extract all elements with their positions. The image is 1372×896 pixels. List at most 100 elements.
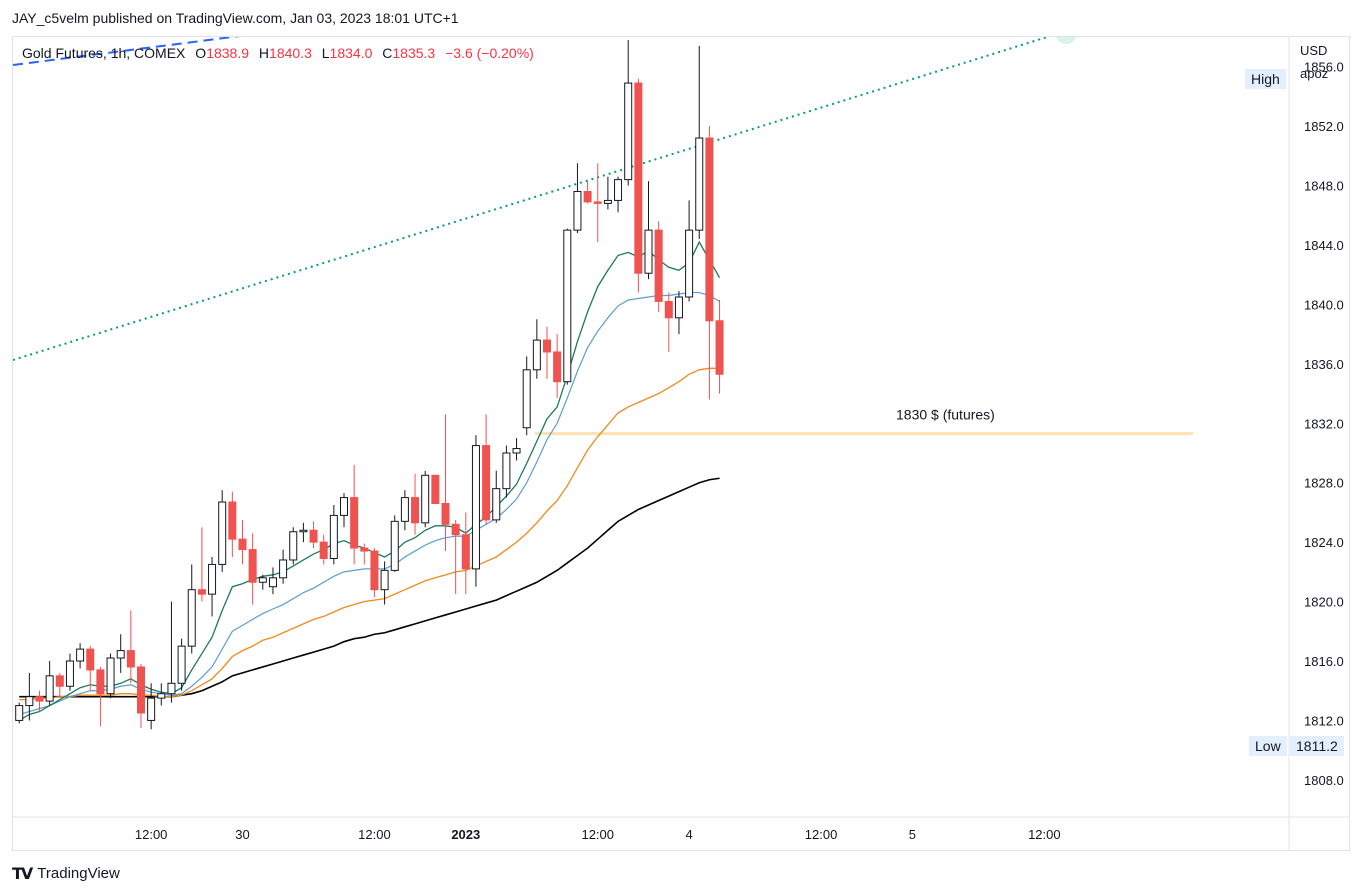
candle-body	[644, 229, 653, 274]
candle-body	[603, 199, 612, 204]
candle	[543, 326, 551, 379]
candle-body	[289, 531, 298, 561]
x-tick-label: 12:00	[581, 827, 614, 842]
currency-label[interactable]: USD	[1300, 43, 1328, 58]
low-label: L	[321, 45, 330, 61]
close-value: 1835.3	[392, 45, 436, 61]
candle	[157, 683, 166, 706]
candle	[634, 78, 643, 293]
candle-body	[411, 497, 420, 524]
candle	[177, 638, 186, 691]
change-value: −3.6 (−0.20%)	[445, 45, 534, 61]
candle	[268, 567, 277, 595]
candle-body	[147, 697, 156, 721]
chart-frame[interactable]	[12, 36, 1350, 851]
candle	[380, 561, 389, 605]
open-value: 1838.9	[206, 45, 250, 61]
y-tick-label: 1816.0	[1304, 654, 1344, 669]
y-tick-label: 1828.0	[1304, 476, 1344, 491]
candle-body	[76, 648, 85, 662]
candle	[624, 39, 633, 186]
candle-body	[177, 645, 186, 684]
low-value: 1834.0	[329, 45, 373, 61]
candle	[583, 181, 592, 204]
high-value: 1840.3	[269, 45, 312, 61]
candle	[350, 464, 359, 565]
candle	[360, 543, 369, 565]
candle	[340, 493, 348, 528]
ma-mid-line	[19, 291, 720, 716]
candle-body	[421, 474, 430, 524]
time-axis: 12:00 30 12:00 2023 12:00 4 12:00 5 12:00	[135, 827, 1061, 842]
candle	[471, 435, 480, 587]
candle-body	[492, 488, 501, 521]
candle	[65, 653, 74, 691]
candle	[451, 519, 460, 595]
candle-body	[86, 648, 95, 671]
grid	[13, 37, 1350, 851]
x-tick-label: 2023	[451, 827, 480, 842]
ma-slow-line	[19, 367, 720, 701]
candle-body	[532, 339, 541, 371]
y-tick-label: 1820.0	[1304, 595, 1344, 610]
candle	[461, 512, 470, 595]
candle	[563, 228, 572, 385]
candle-body	[309, 529, 318, 543]
dotted-trendline	[13, 37, 1051, 361]
user-label: apoz	[1300, 66, 1329, 81]
symbol-legend[interactable]: Gold Futures, 1h, COMEX O1838.9 H1840.3 …	[22, 45, 534, 61]
candle-body	[208, 563, 217, 595]
candle	[126, 610, 135, 684]
candle	[106, 653, 115, 699]
open-label: O	[195, 45, 207, 61]
candle-body	[340, 497, 348, 516]
candle	[167, 601, 176, 703]
candle-body	[370, 550, 379, 591]
x-tick-label: 12:00	[805, 827, 838, 842]
trendlines: 1830 $ (futures)	[13, 37, 1193, 436]
candle-body	[431, 474, 440, 505]
candle-body	[553, 351, 562, 383]
low-tag: Low	[1249, 736, 1287, 756]
candle-body	[482, 445, 491, 521]
tradingview-brand[interactable]: 𝗧𝗩 TradingView	[12, 864, 120, 883]
candle	[309, 521, 318, 549]
candle-body	[126, 650, 135, 668]
candle-body	[25, 696, 34, 707]
candle-body	[573, 191, 582, 231]
candle	[492, 470, 501, 523]
candle-body	[583, 191, 592, 203]
x-tick-label: 5	[909, 827, 916, 842]
ma-fast-line	[18, 240, 721, 721]
candle-body	[238, 538, 247, 551]
ma-long-line	[19, 477, 720, 698]
candle-body	[705, 137, 714, 322]
low-price-label: 1811.2	[1290, 736, 1344, 756]
candle	[370, 548, 379, 598]
candle	[55, 672, 64, 699]
price-axis: 1808.0 1812.0 1816.0 1820.0 1824.0 1828.0 1832…	[1304, 60, 1344, 788]
candle	[674, 291, 683, 335]
candle	[593, 163, 602, 243]
candle	[512, 438, 521, 461]
candle-body	[218, 501, 227, 565]
candle-body	[522, 369, 531, 429]
symbol-name[interactable]: Gold Futures, 1h, COMEX	[22, 45, 186, 61]
candle	[279, 549, 288, 584]
candle-body	[654, 229, 663, 302]
candle	[248, 533, 257, 605]
candle-body	[319, 541, 328, 559]
y-tick-label: 1832.0	[1304, 416, 1344, 431]
candle-body	[299, 529, 308, 533]
candle	[664, 292, 673, 352]
candle-body	[157, 693, 166, 699]
candle-body	[563, 229, 572, 383]
candle-body	[380, 569, 389, 591]
candle	[685, 200, 694, 302]
candle-body	[461, 534, 470, 570]
high-label: H	[258, 45, 270, 61]
y-tick-label: 1808.0	[1304, 773, 1344, 788]
moving-averages	[18, 240, 721, 721]
candle	[45, 661, 54, 706]
